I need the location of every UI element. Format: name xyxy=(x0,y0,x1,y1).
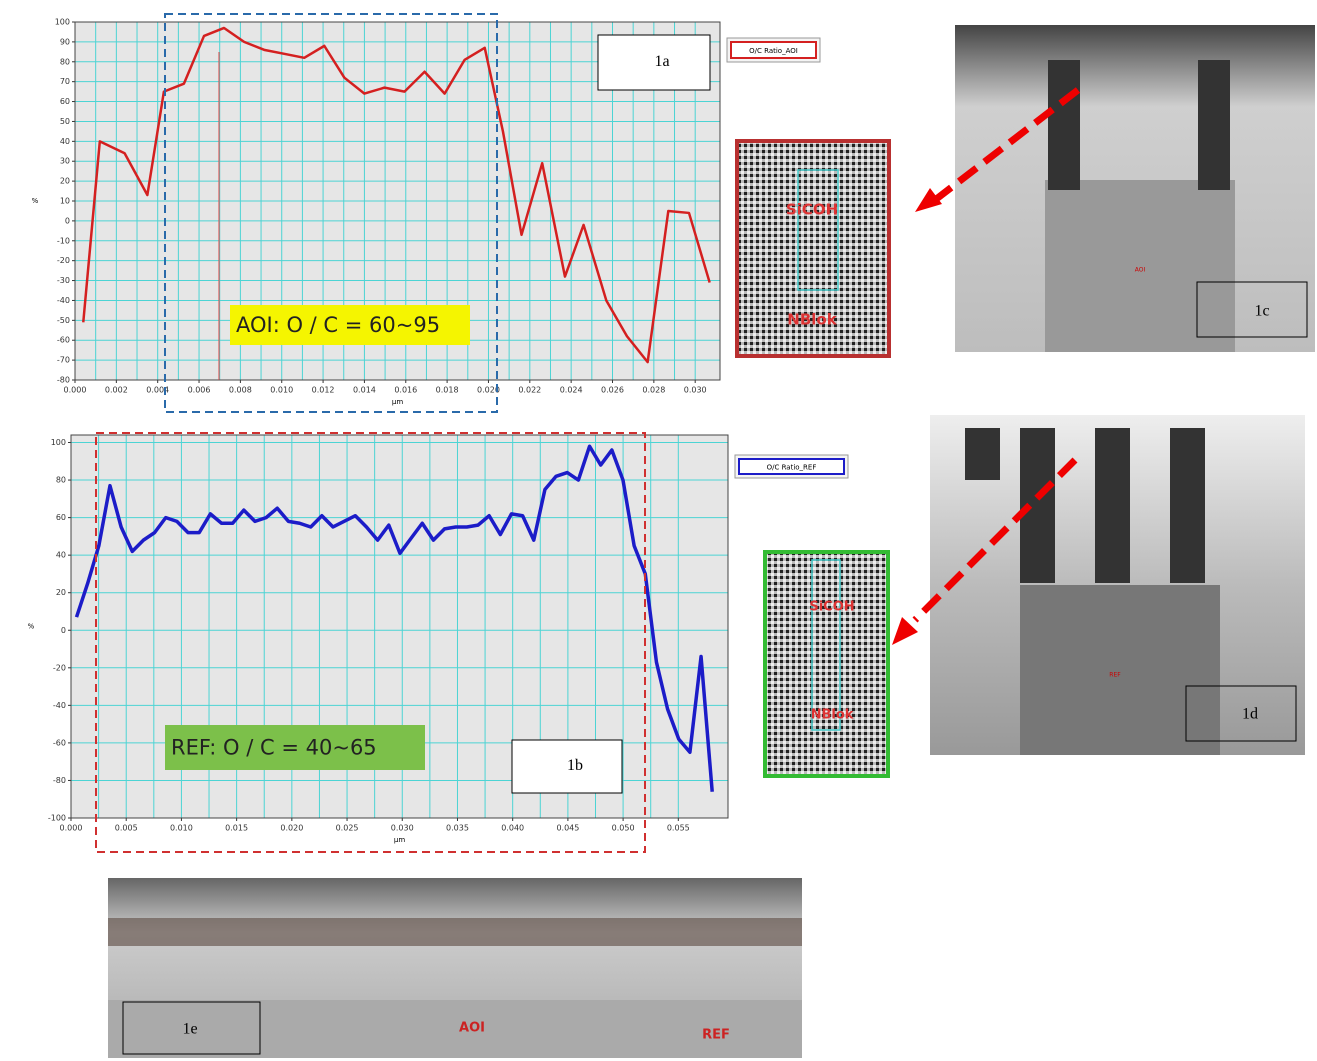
image-1c: AOI 1c xyxy=(955,25,1315,352)
panel-label: 1e xyxy=(182,1021,197,1038)
x-tick-label: 0.000 xyxy=(60,824,83,833)
x-tick-label: 0.014 xyxy=(353,386,376,395)
y-tick-label: -40 xyxy=(53,701,66,710)
panel-label: 1c xyxy=(1254,303,1269,320)
tem-via xyxy=(1170,428,1205,583)
image-marker: AOI xyxy=(1135,267,1146,274)
y-tick-label: 80 xyxy=(60,57,70,66)
y-tick-label: 80 xyxy=(56,476,66,485)
x-tick-label: 0.005 xyxy=(115,824,138,833)
y-tick-label: -80 xyxy=(53,776,66,785)
y-tick-label: 90 xyxy=(60,37,70,46)
image-marker: AOI xyxy=(459,1021,485,1036)
y-tick-label: 70 xyxy=(60,77,70,86)
y-tick-label: 10 xyxy=(60,197,70,206)
y-tick-label: 100 xyxy=(51,438,66,447)
y-tick-label: 20 xyxy=(56,588,66,597)
x-tick-label: 0.055 xyxy=(667,824,690,833)
x-tick-label: 0.035 xyxy=(446,824,469,833)
x-tick-label: 0.016 xyxy=(394,386,417,395)
tem-trench xyxy=(1020,585,1220,755)
x-tick-label: 0.025 xyxy=(336,824,359,833)
x-tick-label: 0.024 xyxy=(560,386,583,395)
inset-image xyxy=(765,552,888,776)
tem-via xyxy=(1048,60,1080,190)
y-tick-label: -10 xyxy=(57,236,70,245)
y-tick-label: 50 xyxy=(60,117,70,126)
tem-via xyxy=(1095,428,1130,583)
x-tick-label: 0.015 xyxy=(225,824,248,833)
y-tick-label: -30 xyxy=(57,276,70,285)
inset-label: NBlok xyxy=(787,311,837,329)
y-tick-label: 30 xyxy=(60,157,70,166)
y-tick-label: 0 xyxy=(61,626,66,635)
tem-layer xyxy=(108,918,802,946)
x-axis-label: µm xyxy=(394,836,405,844)
x-axis-label: µm xyxy=(392,398,403,406)
y-tick-label: -50 xyxy=(57,316,70,325)
x-tick-label: 0.030 xyxy=(391,824,414,833)
legend-label: O/C Ratio_REF xyxy=(767,464,817,472)
arrow-head xyxy=(892,617,918,645)
y-tick-label: -40 xyxy=(57,296,70,305)
x-tick-label: 0.040 xyxy=(501,824,524,833)
x-tick-label: 0.022 xyxy=(518,386,541,395)
y-axis-label: % xyxy=(32,197,39,205)
x-tick-label: 0.002 xyxy=(105,386,128,395)
figure: AOI 1c SiCOH NBlok REF 1d SiCOH NBlok 1e… xyxy=(0,0,1317,1061)
x-tick-label: 0.045 xyxy=(556,824,579,833)
y-tick-label: 20 xyxy=(60,177,70,186)
x-tick-label: 0.000 xyxy=(64,386,87,395)
x-tick-label: 0.008 xyxy=(229,386,252,395)
y-tick-label: -60 xyxy=(53,738,66,747)
y-tick-label: 100 xyxy=(55,18,70,27)
x-tick-label: 0.020 xyxy=(280,824,303,833)
panel-label: 1b xyxy=(567,757,583,774)
image-marker: REF xyxy=(702,1028,730,1043)
inset-label: SiCOH xyxy=(786,201,838,219)
y-tick-label: 60 xyxy=(60,97,70,106)
x-tick-label: 0.010 xyxy=(170,824,193,833)
x-tick-label: 0.006 xyxy=(188,386,211,395)
x-tick-label: 0.030 xyxy=(684,386,707,395)
annotation: REF: O / C = 40~65 xyxy=(171,736,377,760)
image-1e: 1e AOI REF xyxy=(108,878,802,1058)
tem-substrate xyxy=(108,1000,802,1058)
x-tick-label: 0.012 xyxy=(312,386,335,395)
x-tick-label: 0.026 xyxy=(601,386,624,395)
panel-label: 1a xyxy=(654,53,669,70)
y-tick-label: 60 xyxy=(56,513,66,522)
chart: 0.000 0.005 0.010 0.015 0.020 0.025 0.030 0.035… xyxy=(28,433,848,852)
y-axis-label: % xyxy=(28,623,35,631)
inset-label: NBlok xyxy=(811,708,854,723)
image-1d: REF 1d xyxy=(930,415,1305,755)
y-tick-label: 40 xyxy=(60,137,70,146)
y-tick-label: -70 xyxy=(57,356,70,365)
inset-ref: SiCOH NBlok xyxy=(765,552,888,776)
panel-label: 1d xyxy=(1242,706,1258,723)
y-tick-label: -20 xyxy=(53,663,66,672)
y-tick-label: -60 xyxy=(57,336,70,345)
legend-label: O/C Ratio_AOI xyxy=(749,47,798,55)
arrow-head xyxy=(915,188,942,212)
y-tick-label: 40 xyxy=(56,551,66,560)
y-tick-label: -80 xyxy=(57,376,70,385)
tem-via xyxy=(965,428,1000,480)
image-marker: REF xyxy=(1109,672,1121,679)
y-tick-label: -100 xyxy=(48,814,66,823)
x-tick-label: 0.028 xyxy=(642,386,665,395)
x-tick-label: 0.018 xyxy=(436,386,459,395)
x-tick-label: 0.050 xyxy=(612,824,635,833)
x-tick-label: 0.010 xyxy=(270,386,293,395)
y-tick-label: -20 xyxy=(57,256,70,265)
inset-label: SiCOH xyxy=(809,600,854,615)
annotation: AOI: O / C = 60~95 xyxy=(236,313,440,337)
y-tick-label: 0 xyxy=(65,216,70,225)
tem-via xyxy=(1198,60,1230,190)
inset-aoi: SiCOH NBlok xyxy=(737,141,889,356)
